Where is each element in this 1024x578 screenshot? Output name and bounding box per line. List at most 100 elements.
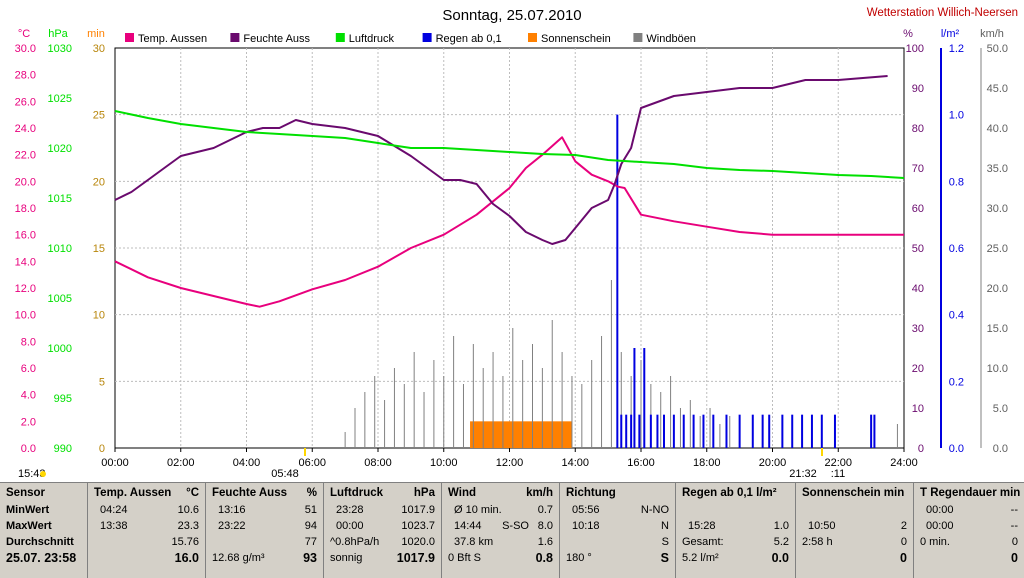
temp-axis-tick: 0.0 xyxy=(21,443,36,455)
pressure-axis-tick: 1000 xyxy=(48,343,72,355)
humidity-axis-tick: 70 xyxy=(912,163,924,175)
wind-axis-tick: 10.0 xyxy=(987,363,1008,375)
wind-column: Wind km/h Ø 10 min. 0.7 14:44 S-SO 8.0 3… xyxy=(442,483,560,578)
legend-label: Regen ab 0,1 xyxy=(436,33,502,45)
sunrise-label: 05:48 xyxy=(271,468,299,480)
summary-table: Sensor MinWert MaxWert Durchschnitt 25.0… xyxy=(0,482,1024,578)
humidity-min-value: 51 xyxy=(304,504,317,516)
pressure-forecast: sonnig xyxy=(330,552,363,564)
legend-swatch xyxy=(633,33,643,42)
rain-duration-avg-value: 0 xyxy=(1011,536,1018,548)
pressure-max-value: 1023.7 xyxy=(401,520,435,532)
humidity-axis-tick: 80 xyxy=(912,123,924,135)
humidity-axis-tick: 10 xyxy=(912,403,924,415)
temp-axis-tick: 10.0 xyxy=(15,310,36,322)
wind-axis-tick: 20.0 xyxy=(987,283,1008,295)
humidity-column: Feuchte Auss % 13:16 51 23:22 94 77 12.6… xyxy=(206,483,324,578)
pressure-axis-tick: 1025 xyxy=(48,93,72,105)
rain-header: Regen ab 0,1 l/m² xyxy=(682,487,777,499)
sunset-label: 21:32 xyxy=(789,468,817,480)
rain-total-label: Gesamt: xyxy=(682,536,724,548)
sunshine-max-time: 10:50 xyxy=(808,520,836,532)
legend-swatch xyxy=(125,33,134,42)
rain-axis-tick: 0.0 xyxy=(949,443,964,455)
temp-axis-tick: 8.0 xyxy=(21,336,36,348)
x-axis-tick: 06:00 xyxy=(298,457,326,469)
chart-svg: Sonntag, 25.07.2010 Wetterstation Willich… xyxy=(15,7,1018,480)
wind-unit-label: km/h xyxy=(980,28,1004,40)
sunshine-total: 2:58 h xyxy=(802,536,833,548)
rain-duration-r2-time: 00:00 xyxy=(926,520,954,532)
pressure-column: Luftdruck hPa 23:28 1017.9 00:00 1023.7 … xyxy=(324,483,442,578)
direction-r2-time: 10:18 xyxy=(572,520,600,532)
temp-max-value: 23.3 xyxy=(177,520,199,532)
direction-column: Richtung 05:56 N-NO 10:18 N S 180 ° S xyxy=(560,483,676,578)
humidity-axis-tick: 100 xyxy=(906,43,924,55)
x-axis-tick: 24:00 xyxy=(890,457,918,469)
wind-header: Wind xyxy=(448,487,476,499)
rain-duration-header: T Regendauer min xyxy=(920,487,1021,499)
temp-current-value: 16.0 xyxy=(174,551,199,565)
humidity-axis-tick: 0 xyxy=(918,443,924,455)
pressure-unit-label: hPa xyxy=(48,28,68,40)
legend-swatch xyxy=(422,33,432,42)
x-axis-tick: 04:00 xyxy=(233,457,261,469)
sun-axis-tick: 25 xyxy=(93,110,105,122)
temp-axis-tick: 28.0 xyxy=(15,70,36,82)
direction-r1-time: 05:56 xyxy=(572,504,600,516)
wind-avg10-value: 0.7 xyxy=(537,504,553,516)
legend-swatch xyxy=(528,33,537,42)
series-line xyxy=(114,136,904,308)
right-time-label: :11 xyxy=(831,468,845,480)
legend-label: Temp. Aussen xyxy=(138,33,207,45)
wind-max-time: 14:44 xyxy=(454,520,482,532)
temp-min-time: 04:24 xyxy=(100,504,128,516)
temp-avg-value: 15.76 xyxy=(171,536,199,548)
rain-duration-column: T Regendauer min 00:00 -- 00:00 -- 0 min… xyxy=(914,483,1024,578)
rain-duration-total: 0 min. xyxy=(920,536,950,548)
x-axis-tick: 20:00 xyxy=(759,457,787,469)
sunshine-current-value: 0 xyxy=(900,551,907,565)
x-axis-tick: 08:00 xyxy=(364,457,392,469)
humidity-axis-tick: 60 xyxy=(912,203,924,215)
temp-unit: °C xyxy=(186,487,199,499)
temp-axis-tick: 18.0 xyxy=(15,203,36,215)
rain-axis-tick: 0.6 xyxy=(949,243,964,255)
direction-current-value: S xyxy=(660,551,669,565)
wind-avg-value: 1.6 xyxy=(537,536,553,548)
wind-axis-tick: 5.0 xyxy=(993,403,1008,415)
sunshine-header: Sonnenschein min xyxy=(802,487,905,499)
wind-distance: 37.8 km xyxy=(454,536,494,548)
pressure-min-time: 23:28 xyxy=(336,504,364,516)
rain-duration-r1-value: -- xyxy=(1010,504,1018,516)
rain-duration-current-value: 0 xyxy=(1011,551,1018,565)
pressure-axis-tick: 1010 xyxy=(48,243,72,255)
humidity-axis-tick: 20 xyxy=(912,363,924,375)
wind-current-value: 0.8 xyxy=(535,551,553,565)
temp-axis-tick: 12.0 xyxy=(15,283,36,295)
pressure-axis-tick: 1005 xyxy=(48,293,72,305)
sun-axis-tick: 30 xyxy=(93,43,105,55)
station-name: Wetterstation Willich-Neersen xyxy=(867,7,1018,19)
wind-axis-tick: 50.0 xyxy=(987,43,1008,55)
sunshine-max-value: 2 xyxy=(900,520,907,532)
direction-avg-value: S xyxy=(661,536,669,548)
sensor-header: Sensor xyxy=(6,487,45,499)
temp-axis-tick: 4.0 xyxy=(21,390,36,402)
sunshine-bar xyxy=(470,421,572,448)
sunshine-avg-value: 0 xyxy=(900,536,907,548)
sun-axis-tick: 5 xyxy=(99,376,105,388)
temp-axis-tick: 26.0 xyxy=(15,96,36,108)
left-time-label: 15:43 xyxy=(18,468,46,480)
pressure-header: Luftdruck xyxy=(330,487,384,499)
humidity-axis-tick: 90 xyxy=(912,83,924,95)
pressure-current-value: 1017.9 xyxy=(396,551,435,565)
temp-axis-tick: 14.0 xyxy=(15,256,36,268)
pressure-axis-tick: 1015 xyxy=(48,193,72,205)
pressure-min-value: 1017.9 xyxy=(401,504,435,516)
rain-duration-r1-time: 00:00 xyxy=(926,504,954,516)
temp-max-time: 13:38 xyxy=(100,520,128,532)
humidity-axis-tick: 40 xyxy=(912,283,924,295)
x-axis-tick: 14:00 xyxy=(561,457,589,469)
rain-axis-tick: 1.0 xyxy=(949,110,964,122)
